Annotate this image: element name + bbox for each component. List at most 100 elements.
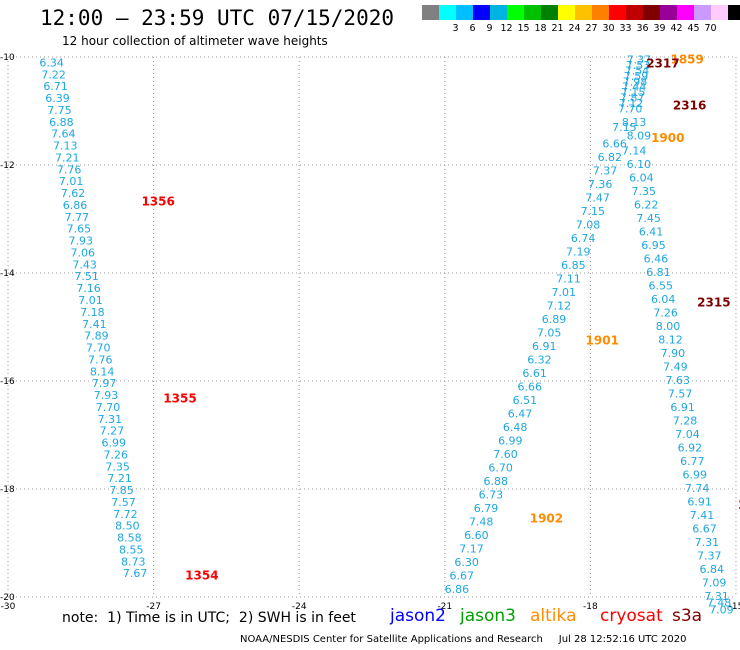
time-label: 2317 [646,56,679,70]
y-tick-label: -16 [0,377,15,387]
wave-height-value: 7.44 [622,81,647,94]
colorbar-swatch [711,5,728,20]
wave-height-value: 7.43 [72,258,97,271]
wave-height-value: 6.88 [49,116,74,129]
wave-height-value: 6.51 [513,394,538,407]
wave-height-value: 7.04 [675,428,700,441]
satellite-cryosat: cryosat [600,606,663,626]
wave-height-value: 7.14 [622,144,647,157]
wave-height-value: 7.93 [69,235,94,248]
wave-height-value: 7.76 [88,353,113,366]
wave-height-value: 7.01 [551,286,576,299]
wave-height-value: 7.15 [581,205,606,218]
wave-height-value: 7.74 [685,482,710,495]
wave-height-value: 7.45 [636,212,661,225]
wave-height-value: 8.00 [656,320,681,333]
wave-height-value: 6.55 [649,279,674,292]
wave-height-value: 6.32 [527,353,552,366]
satellite-jason3: jason3 [460,606,516,626]
y-tick-label: -20 [0,593,15,603]
wave-height-value: 6.99 [498,434,523,447]
wave-height-value: 6.66 [602,137,627,150]
wave-height-value: 6.47 [508,407,533,420]
wave-height-value: 7.12 [619,97,644,110]
colorbar-label: 27 [585,23,598,34]
wave-height-value: 7.36 [588,178,613,191]
colorbar-swatch [694,5,711,20]
wave-height-value: 7.37 [627,54,652,67]
colorbar-swatch [456,5,473,20]
colorbar-swatch [473,5,490,20]
wave-height-value: 7.53 [626,59,651,72]
wave-height-value: 8.13 [622,116,647,129]
wave-height-value: 7.31 [695,536,720,549]
wave-height-value: 7.26 [103,448,128,461]
colorbar-swatch [626,5,643,20]
wave-height-value: 7.65 [67,223,92,236]
wave-height-value: 7.63 [666,374,691,387]
colorbar-label: 12 [500,23,513,34]
colorbar-label: 36 [636,23,649,34]
time-label: 1356 [141,195,174,209]
wave-height-value: 6.41 [639,225,664,238]
colorbar-swatch [439,5,456,20]
wave-height-value: 7.47 [585,191,610,204]
colorbar-label: 70 [704,23,717,34]
wave-height-value: 6.86 [63,199,88,212]
wave-height-value: 7.93 [94,389,119,402]
wave-height-value: 7.57 [668,387,693,400]
colorbar-swatch [558,5,575,20]
wave-height-value: 7.37 [697,549,722,562]
wave-height-value: 7.09 [709,603,734,616]
wave-height-value: 6.66 [517,380,542,393]
wave-height-value: 8.50 [115,520,140,533]
wave-height-value: 8.58 [117,532,142,545]
colorbar-label: 15 [517,23,530,34]
wave-height-value: 7.48 [707,596,732,609]
colorbar-label: 42 [670,23,683,34]
time-label: 2316 [673,99,706,113]
wave-height-value: 7.89 [84,330,109,343]
wave-height-value: 6.77 [680,455,705,468]
wave-height-value: 6.04 [629,171,654,184]
wave-height-value: 6.67 [692,522,717,535]
wave-height-value: 7.49 [663,360,688,373]
wave-height-value: 7.16 [76,282,101,295]
colorbar-label: 33 [619,23,632,34]
wave-height-value: 6.04 [651,293,676,306]
wave-height-value: 7.41 [82,318,107,331]
wave-height-value: 7.17 [459,542,484,555]
wave-height-value: 6.99 [102,437,127,450]
colorbar-swatch [643,5,660,20]
wave-height-value: 6.86 [445,583,470,596]
wave-height-value: 7.48 [469,515,494,528]
satellite-altika: altika [530,606,577,626]
y-tick-label: -12 [0,161,15,171]
wave-height-value: 7.51 [74,270,99,283]
wave-height-value: 7.21 [107,472,132,485]
wave-height-value: 6.46 [644,252,669,265]
x-tick-label: -15 [729,602,740,612]
colorbar-swatch [575,5,592,20]
wave-height-value: 6.74 [571,232,596,245]
wave-height-value: 7.11 [556,272,581,285]
wave-height-value: 7.05 [537,326,562,339]
colorbar-swatch [677,5,694,20]
wave-height-value: 6.99 [682,468,707,481]
colorbar-swatch [660,5,677,20]
wave-height-value: 7.72 [113,508,138,521]
wave-height-value: 6.91 [670,401,695,414]
wave-height-value: 7.01 [59,175,84,188]
footer-credit: NOAA/NESDIS Center for Satellite Applica… [240,634,687,645]
satellite-s3a: s3a [672,606,703,626]
time-label: 1354 [185,568,218,582]
wave-height-value: 7.31 [704,590,729,603]
wave-height-value: 7.08 [576,218,601,231]
wave-height-value: 7.27 [100,425,125,438]
time-label: 1902 [530,512,563,526]
wave-height-value: 7.98 [623,75,648,88]
x-tick-label: -24 [292,602,307,612]
y-tick-label: -10 [0,53,15,63]
y-tick-label: -18 [0,485,15,495]
